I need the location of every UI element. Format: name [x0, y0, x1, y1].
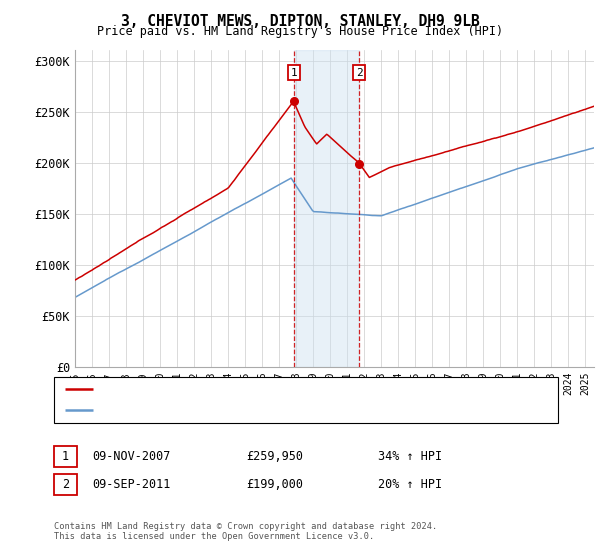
Text: Price paid vs. HM Land Registry's House Price Index (HPI): Price paid vs. HM Land Registry's House … [97, 25, 503, 38]
Text: 1: 1 [290, 68, 297, 77]
Text: 3, CHEVIOT MEWS, DIPTON, STANLEY, DH9 9LB: 3, CHEVIOT MEWS, DIPTON, STANLEY, DH9 9L… [121, 14, 479, 29]
Text: 2: 2 [356, 68, 362, 77]
Text: 1: 1 [62, 450, 69, 463]
Text: 09-SEP-2011: 09-SEP-2011 [92, 478, 170, 491]
Text: £199,000: £199,000 [246, 478, 303, 491]
Bar [293, 50, 359, 367]
Text: Contains HM Land Registry data © Crown copyright and database right 2024.
This d: Contains HM Land Registry data © Crown c… [54, 522, 437, 542]
Text: HPI: Average price, detached house, County Durham: HPI: Average price, detached house, Coun… [99, 405, 405, 416]
Text: 09-NOV-2007: 09-NOV-2007 [92, 450, 170, 463]
Text: £259,950: £259,950 [246, 450, 303, 463]
Text: 2: 2 [62, 478, 69, 491]
Text: 3, CHEVIOT MEWS, DIPTON, STANLEY, DH9 9LB (detached house): 3, CHEVIOT MEWS, DIPTON, STANLEY, DH9 9L… [99, 384, 461, 394]
Text: 34% ↑ HPI: 34% ↑ HPI [378, 450, 442, 463]
Text: 20% ↑ HPI: 20% ↑ HPI [378, 478, 442, 491]
